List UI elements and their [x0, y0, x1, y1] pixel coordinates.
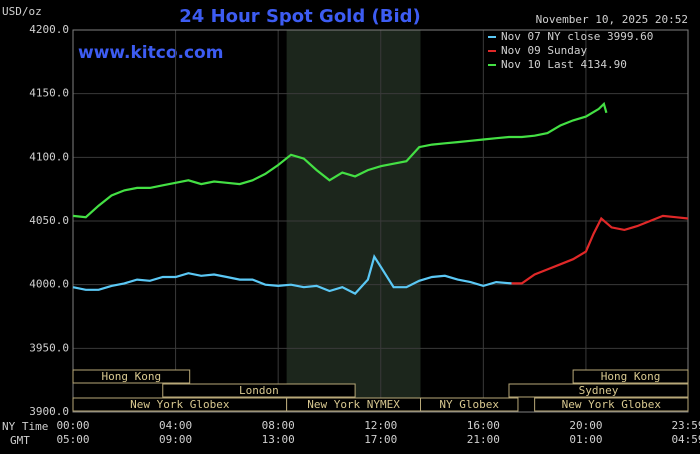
- session-label: New York Globex: [562, 398, 662, 411]
- gmt-tick-label: 04:59: [671, 433, 700, 446]
- y-tick-label: 3950.0: [29, 341, 69, 354]
- y-tick-label: 4200.0: [29, 23, 69, 36]
- session-label: New York Globex: [130, 398, 230, 411]
- plot-frame: [72, 29, 689, 413]
- session-box: [534, 397, 689, 412]
- site-label: www.kitco.com: [78, 43, 223, 63]
- price-line: [511, 214, 689, 285]
- session-label: NY Globex: [439, 398, 499, 411]
- timestamp: November 10, 2025 20:52: [536, 13, 688, 26]
- x-tick-label: 23:59: [671, 419, 700, 432]
- x-tick-label: 08:00: [262, 419, 295, 432]
- y-tick-label: 3900.0: [29, 405, 69, 418]
- x-row-label: GMT: [10, 434, 30, 447]
- gmt-tick-label: 17:00: [364, 433, 397, 446]
- legend-label: Nov 10 Last 4134.90: [501, 58, 627, 71]
- price-line: [72, 101, 608, 219]
- y-tick-label: 4050.0: [29, 214, 69, 227]
- unit-label: USD/oz: [2, 5, 42, 18]
- x-tick-label: 04:00: [159, 419, 192, 432]
- x-tick-label: 00:00: [56, 419, 89, 432]
- session-box: [572, 369, 689, 384]
- session-box: [420, 397, 519, 412]
- session-label: New York NYMEX: [307, 398, 400, 411]
- legend-label: Nov 09 Sunday: [501, 44, 587, 57]
- session-label: Hong Kong: [102, 370, 162, 383]
- gmt-tick-label: 09:00: [159, 433, 192, 446]
- gmt-tick-label: 01:00: [569, 433, 602, 446]
- session-label: Sydney: [579, 384, 619, 397]
- x-tick-label: 20:00: [569, 419, 602, 432]
- gmt-tick-label: 21:00: [467, 433, 500, 446]
- x-tick-label: 12:00: [364, 419, 397, 432]
- session-label: Hong Kong: [601, 370, 661, 383]
- session-box: [72, 369, 191, 384]
- chart-title: 24 Hour Spot Gold (Bid): [179, 6, 420, 27]
- y-tick-label: 4000.0: [29, 278, 69, 291]
- x-row-label: NY Time: [2, 420, 48, 433]
- session-label: London: [239, 384, 279, 397]
- session-box: [508, 383, 689, 398]
- session-box: [162, 383, 356, 398]
- legend-label: Nov 07 NY close 3999.60: [501, 30, 653, 43]
- gmt-tick-label: 13:00: [262, 433, 295, 446]
- x-tick-label: 16:00: [467, 419, 500, 432]
- y-tick-label: 4100.0: [29, 150, 69, 163]
- y-tick-label: 4150.0: [29, 87, 69, 100]
- gmt-tick-label: 05:00: [56, 433, 89, 446]
- price-line: [72, 254, 512, 295]
